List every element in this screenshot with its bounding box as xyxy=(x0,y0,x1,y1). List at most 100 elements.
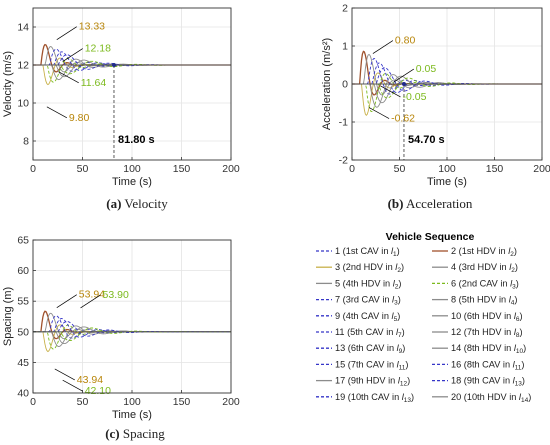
legend-entry: 3 (2nd HDV in l2) xyxy=(335,262,404,274)
y-tick-label: 8 xyxy=(23,136,29,148)
y-tick-label: 0 xyxy=(342,79,348,91)
x-tick-label: 150 xyxy=(486,163,504,175)
y-tick-label: 40 xyxy=(17,388,29,400)
y-axis-label: Velocity (m/s) xyxy=(2,51,14,117)
y-tick-label: 2 xyxy=(342,3,348,15)
legend-entry: 6 (2nd CAV in l3) xyxy=(451,278,519,290)
annotation-arrow xyxy=(62,379,83,392)
y-tick-label: 60 xyxy=(17,265,29,277)
legend-entry: 14 (8th HDV in l10) xyxy=(451,343,526,355)
annotation-label: 13.33 xyxy=(79,21,105,33)
settle-marker-label: 54.70 s xyxy=(408,134,445,146)
caption-spacing: (c) Spacing xyxy=(50,426,220,442)
annotation-label: -0.62 xyxy=(391,113,415,125)
annotation-arrow xyxy=(46,106,68,119)
x-tick-label: 200 xyxy=(533,163,550,175)
annotation-label: 43.94 xyxy=(77,374,103,386)
legend-entry: 5 (4th HDV in l2) xyxy=(335,278,401,290)
x-tick-label: 150 xyxy=(173,163,191,175)
legend-entry: 17 (9th HDV in l12) xyxy=(335,376,410,388)
legend-entry: 8 (5th HDV in l4) xyxy=(451,295,517,307)
x-tick-label: 200 xyxy=(222,163,240,175)
y-tick-label: 65 xyxy=(17,235,29,247)
caption-label-b: (b) xyxy=(387,196,404,211)
x-tick-label: 50 xyxy=(77,396,89,408)
annotation-label: 0.80 xyxy=(395,35,416,47)
caption-text-c: Spacing xyxy=(122,426,165,441)
legend-title: Vehicle Sequence xyxy=(386,231,475,243)
annotation-arrow xyxy=(56,294,77,308)
legend-box xyxy=(311,229,549,416)
legend: Vehicle Sequence 1 (1st CAV in l1) 2 (1st … xyxy=(311,229,549,416)
legend-entry: 19 (10th CAV in l13) xyxy=(335,392,414,404)
annotation-arrow xyxy=(380,85,401,98)
series-line xyxy=(33,327,231,342)
y-tick-label: 10 xyxy=(17,98,29,110)
legend-entry: 13 (6th CAV in l9) xyxy=(335,343,405,355)
annotation-arrow xyxy=(58,71,79,84)
annotation-arrow xyxy=(54,368,75,381)
legend-entry: 11 (5th CAV in l7) xyxy=(335,327,405,339)
x-tick-label: 0 xyxy=(30,396,36,408)
legend-entry: 9 (4th CAV in l5) xyxy=(335,311,400,323)
y-axis-label: Acceleration (m/s²) xyxy=(321,38,333,130)
legend-entry: 20 (10th HDV in l14) xyxy=(451,392,531,404)
x-tick-label: 0 xyxy=(349,163,355,175)
y-tick-label: 55 xyxy=(17,296,29,308)
caption-label-a: (a) xyxy=(106,196,122,211)
legend-entry: 15 (7th CAV in l11) xyxy=(335,359,408,371)
y-tick-label: 14 xyxy=(17,22,29,34)
x-tick-label: 100 xyxy=(123,396,141,408)
caption-acceleration: (b) Acceleration xyxy=(330,196,530,212)
annotation-arrow xyxy=(56,26,77,41)
annotation-arrow xyxy=(368,107,390,119)
series-line xyxy=(33,318,231,338)
panel-b: 54.70 s 0.80 0.05 -0.05 -0.62 0 50 100 150 200 -2 -… xyxy=(321,3,550,189)
y-tick-label: 50 xyxy=(17,326,29,338)
legend-entry: 2 (1st HDV in l2) xyxy=(451,246,517,258)
y-tick-label: 12 xyxy=(17,60,29,72)
x-axis-label: Time (s) xyxy=(112,176,152,188)
series-line xyxy=(33,60,231,75)
y-tick-label: 1 xyxy=(342,41,348,53)
legend-entry: 18 (9th CAV in l13) xyxy=(451,376,525,388)
legend-entry: 4 (3rd HDV in l2) xyxy=(451,262,518,274)
annotation-label: 11.64 xyxy=(81,77,107,89)
x-tick-label: 150 xyxy=(173,396,191,408)
y-tick-label: -1 xyxy=(339,117,348,129)
annotation-label: 9.80 xyxy=(69,112,90,124)
annotation-arrow xyxy=(393,68,414,83)
caption-text-b: Acceleration xyxy=(406,196,473,211)
caption-label-c: (c) xyxy=(105,426,120,441)
settle-marker-point xyxy=(111,63,116,67)
y-tick-label: -2 xyxy=(339,155,348,167)
legend-entry: 12 (7th HDV in l8) xyxy=(451,327,523,339)
panel-a: 81.80 s 13.33 12.18 11.64 9.80 0 50 100 150 200 8 1… xyxy=(2,7,240,188)
caption-text-a: Velocity xyxy=(124,196,168,211)
series-line xyxy=(352,67,542,92)
annotation-arrow xyxy=(372,40,394,54)
x-tick-label: 100 xyxy=(438,163,456,175)
caption-velocity: (a) Velocity xyxy=(52,196,222,212)
legend-entry: 10 (6th HDV in l6) xyxy=(451,311,523,323)
x-axis-label: Time (s) xyxy=(427,176,467,188)
annotation-label: 42.10 xyxy=(85,385,111,397)
x-tick-label: 200 xyxy=(222,396,240,408)
y-tick-label: 45 xyxy=(17,357,29,369)
annotation-arrow xyxy=(80,294,101,309)
settle-marker-label: 81.80 s xyxy=(118,134,155,146)
legend-entry: 7 (3rd CAV in l3) xyxy=(335,295,401,307)
annotation-label: 0.05 xyxy=(416,63,437,75)
annotation-label: 53.94 xyxy=(79,289,105,301)
legend-entry: 1 (1st CAV in l1) xyxy=(335,246,400,258)
annotation-label: 53.90 xyxy=(103,289,129,301)
x-tick-label: 0 xyxy=(30,163,36,175)
legend-entry: 16 (8th CAV in l11) xyxy=(451,359,524,371)
x-tick-label: 100 xyxy=(123,163,141,175)
settle-marker-point xyxy=(401,82,406,86)
annotation-label: 12.18 xyxy=(85,43,111,55)
series-line xyxy=(33,51,231,71)
x-tick-label: 50 xyxy=(394,163,406,175)
annotation-arrow xyxy=(62,48,83,62)
